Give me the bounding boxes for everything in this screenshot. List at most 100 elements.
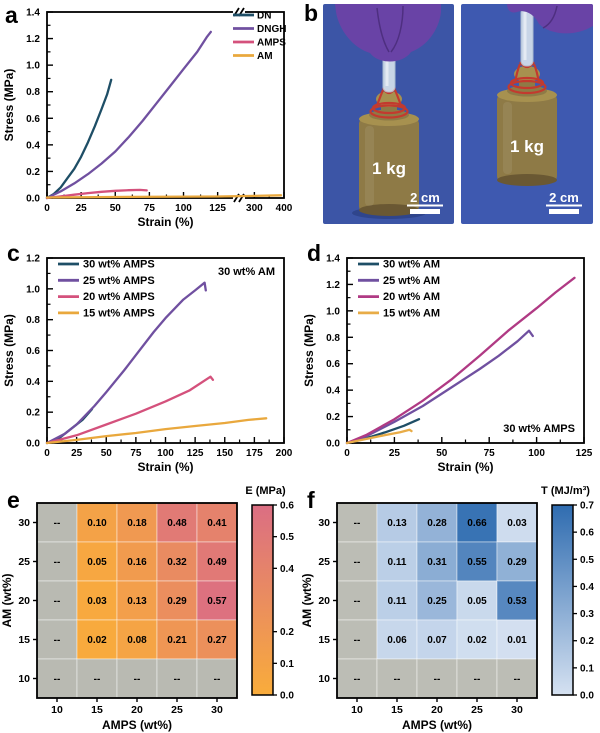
y-tick-label: 20	[318, 595, 330, 607]
y-tick-label: 0.0	[326, 439, 340, 450]
x-tick-label: 75	[144, 203, 156, 214]
heatmap-cell-label: 0.13	[387, 518, 407, 529]
x-tick-label: 15	[91, 704, 103, 716]
heatmap-cell-label: 0.05	[467, 596, 487, 607]
heatmap-cell	[36, 580, 78, 621]
x-tick-label: 100	[175, 203, 192, 214]
series-line-15-wt-am	[345, 428, 413, 445]
weight-label: 1 kg	[372, 159, 406, 178]
y-axis-title: Stress (MPa)	[302, 314, 316, 387]
heatmap-cell-label: 0.49	[207, 557, 227, 568]
colorbar-tick-label: 0.0	[580, 691, 594, 702]
legend-label: DN	[257, 11, 271, 22]
x-tick-label: 10	[51, 704, 63, 716]
x-tick-label: 25	[389, 448, 401, 459]
axis-break-mask	[232, 8, 245, 16]
colorbar-tick-label: 0.1	[280, 659, 294, 670]
panel-e: e -- 0.10 0.18 0.48 0.41 -- 0.05 0.16 0.32 0.49 --…	[0, 480, 300, 733]
colorbar-tick-label: 0.4	[580, 582, 594, 593]
glove	[335, 4, 441, 62]
heatmap-cell-label: 0.18	[127, 518, 147, 529]
series-line-am	[45, 194, 283, 199]
hydrogel-strip	[520, 7, 534, 67]
x-axis-title: Strain (%)	[137, 460, 193, 474]
colorbar-title: T (MJ/m³)	[541, 485, 590, 497]
heatmap-cell-label: --	[54, 596, 61, 607]
x-tick-label: 50	[101, 448, 113, 459]
y-tick-label: 20	[18, 595, 30, 607]
weight-label: 1 kg	[510, 137, 544, 156]
y-tick-label: 0.0	[26, 439, 40, 450]
y-tick-label: 0.2	[326, 412, 340, 423]
heatmap-cell-label: 0.03	[87, 596, 107, 607]
colorbar-tick-label: 0.5	[280, 532, 294, 543]
x-tick-label: 20	[131, 704, 143, 716]
heatmap-cell	[456, 658, 498, 699]
heatmap-cell	[496, 580, 538, 621]
heatmap-cell	[196, 541, 238, 582]
scale-bar	[549, 209, 579, 214]
x-tick-label: 0	[44, 448, 50, 459]
x-tick-label: 15	[391, 704, 403, 716]
glove-crease-1	[542, 5, 558, 29]
y-tick-label: 1.0	[26, 61, 40, 72]
heatmap-cell-label: 0.10	[87, 518, 107, 529]
legend-label: 20 wt% AM	[383, 291, 440, 303]
heatmap-cell-label: --	[94, 674, 101, 685]
x-tick-label: 25	[76, 203, 88, 214]
heatmap-cell-label: 0.08	[127, 635, 147, 646]
y-axis-title: AM (wt%)	[300, 574, 314, 628]
wire-loop-2	[369, 104, 409, 119]
y-tick-label: 1.0	[26, 284, 40, 295]
panel-letter-e: e	[7, 487, 20, 513]
heatmap-cell-label: 0.21	[167, 635, 187, 646]
y-tick-label: 1.0	[326, 306, 340, 317]
y-tick-label: 30	[18, 517, 30, 529]
panel-b: b 1 kg	[300, 0, 600, 233]
y-tick-label: 1.4	[26, 8, 40, 19]
heatmap-cell-label: 0.29	[507, 557, 527, 568]
heatmap-cell	[456, 619, 498, 660]
heatmap-cell	[496, 619, 538, 660]
panel-letter-f: f	[307, 487, 315, 513]
y-tick-label: 0.6	[26, 346, 40, 357]
heatmap-cell-label: --	[394, 674, 401, 685]
legend-label: 30 wt% AMPS	[83, 259, 155, 271]
heatmap-cell	[156, 541, 198, 582]
heatmap-cell	[336, 658, 378, 699]
panel-letter-d: d	[307, 240, 322, 266]
x-tick-label: 125	[576, 448, 593, 459]
annotation: 30 wt% AM	[218, 266, 275, 278]
heatmap-cell-label: --	[354, 674, 361, 685]
x-axis-title: Strain (%)	[137, 215, 193, 229]
heatmap-cell-label: --	[54, 518, 61, 529]
series-line-15-wt-amps	[45, 417, 268, 445]
y-tick-label: 1.2	[326, 280, 340, 291]
y-tick-label: 25	[18, 556, 30, 568]
heatmap-cell-label: --	[214, 674, 221, 685]
heatmap-cell-label: 0.11	[388, 596, 407, 607]
heatmap-cell	[376, 541, 418, 582]
legend-label: 25 wt% AM	[383, 275, 440, 287]
wire-strand-left	[374, 89, 385, 109]
scale-label: 2 cm	[549, 190, 579, 205]
legend-label: AM	[257, 51, 273, 62]
heatmap-cell-label: 0.31	[427, 557, 447, 568]
glove-crease-2	[390, 5, 404, 53]
x-tick-label: 400	[276, 203, 293, 214]
plot-frame	[46, 11, 285, 199]
glove	[507, 4, 593, 34]
x-tick-label: 150	[216, 448, 233, 459]
photo-left: 1 kg 2 cm	[323, 4, 454, 224]
heatmap-cell	[36, 541, 78, 582]
panel-letter-b: b	[304, 0, 319, 26]
x-tick-label: 20	[431, 704, 443, 716]
colorbar-tick-label: 0.0	[280, 691, 294, 702]
x-tick-label: 200	[276, 448, 293, 459]
scale-label: 2 cm	[410, 190, 440, 205]
heatmap-cell	[116, 580, 158, 621]
x-tick-label: 50	[436, 448, 448, 459]
heatmap-cell-label: 0.01	[507, 635, 527, 646]
heatmap-cell-label: 0.25	[427, 596, 447, 607]
heatmap-cell-label: 0.02	[87, 635, 107, 646]
